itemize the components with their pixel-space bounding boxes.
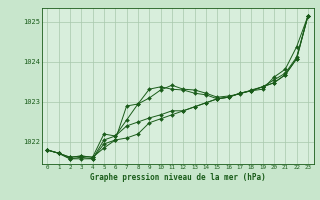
X-axis label: Graphe pression niveau de la mer (hPa): Graphe pression niveau de la mer (hPa) bbox=[90, 173, 266, 182]
